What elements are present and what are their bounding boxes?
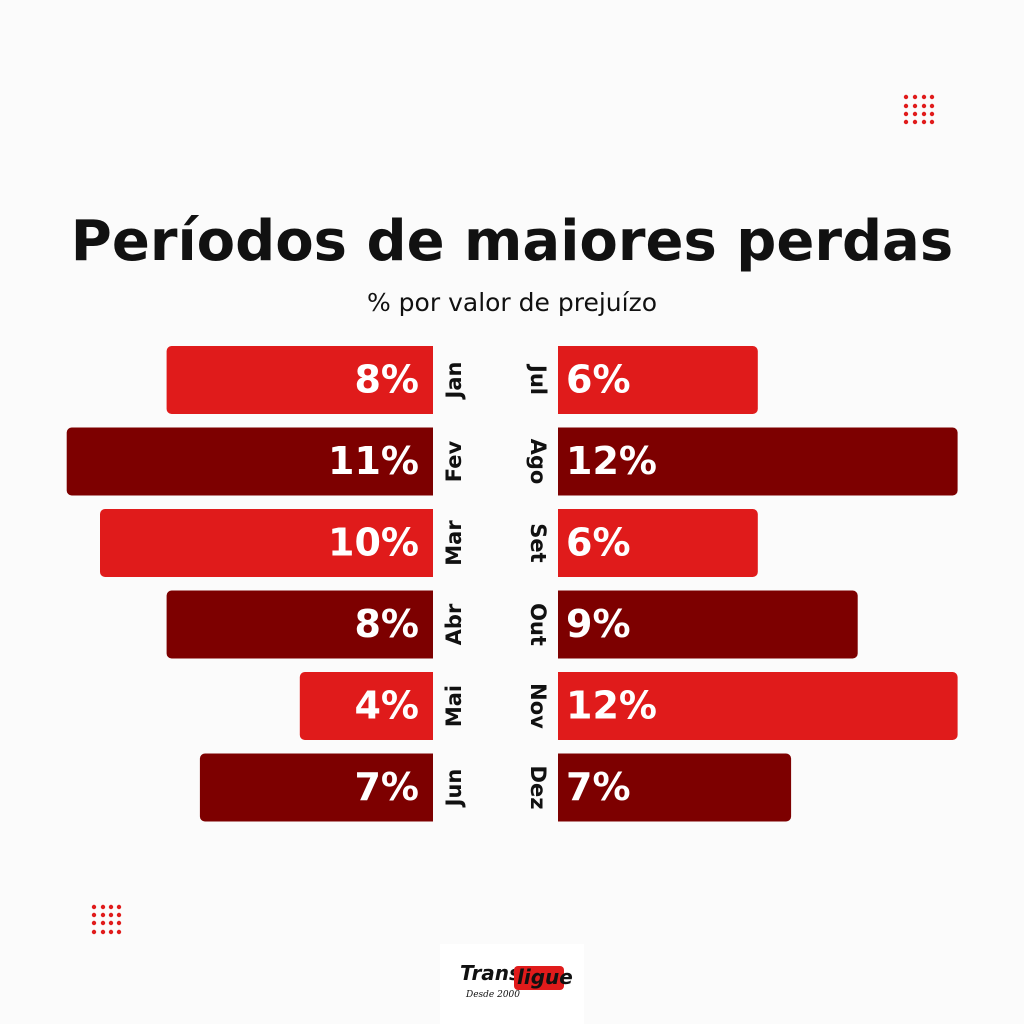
value-label: 6% bbox=[566, 358, 631, 402]
bar bbox=[199, 753, 433, 822]
logo-tagline: Desde 2000 bbox=[465, 990, 520, 1000]
dots-top bbox=[903, 94, 935, 125]
value-label: 8% bbox=[354, 358, 419, 402]
bar-edge bbox=[558, 590, 566, 659]
value-label: 8% bbox=[354, 602, 419, 646]
bar-edge bbox=[558, 346, 566, 414]
dots-bottom bbox=[91, 904, 122, 935]
bar bbox=[558, 509, 758, 577]
month-label: Ago bbox=[526, 439, 550, 485]
month-label: Abr bbox=[442, 603, 466, 645]
month-label: Jun bbox=[442, 769, 466, 809]
value-label: 10% bbox=[328, 521, 419, 565]
month-label: Dez bbox=[526, 766, 550, 810]
month-label: Jan bbox=[442, 362, 466, 401]
value-label: 11% bbox=[328, 439, 419, 483]
bar bbox=[558, 672, 958, 740]
month-label: Mai bbox=[442, 685, 466, 727]
logo-text-a: Trans bbox=[460, 961, 521, 985]
value-label: 9% bbox=[566, 602, 631, 646]
logo-badge bbox=[514, 966, 564, 990]
bar-edge bbox=[425, 427, 433, 496]
month-label: Fev bbox=[442, 440, 466, 482]
logo-text-b: ligue bbox=[517, 965, 573, 989]
chart-subtitle: % por valor de prejuízo bbox=[367, 288, 657, 317]
month-label: Jul bbox=[526, 363, 550, 395]
bar bbox=[66, 427, 433, 496]
bar-edge bbox=[558, 672, 566, 740]
value-label: 12% bbox=[566, 684, 657, 728]
bar bbox=[558, 427, 958, 496]
month-label: Nov bbox=[526, 683, 550, 729]
bar-edge bbox=[425, 590, 433, 659]
bar bbox=[558, 590, 858, 659]
bar-edge bbox=[425, 346, 433, 414]
bar bbox=[166, 346, 433, 414]
bar-edge bbox=[425, 753, 433, 822]
month-label: Mar bbox=[442, 520, 466, 566]
bar-edge bbox=[425, 509, 433, 577]
bar bbox=[166, 590, 433, 659]
bar bbox=[558, 346, 758, 414]
chart-title: Períodos de maiores perdas bbox=[71, 209, 953, 274]
bar-edge bbox=[558, 753, 566, 822]
bar bbox=[558, 753, 792, 822]
value-label: 6% bbox=[566, 521, 631, 565]
bar-edge bbox=[558, 509, 566, 577]
logo: Trans ligue Desde 2000 bbox=[440, 944, 584, 1024]
value-label: 7% bbox=[566, 765, 631, 809]
month-label: Set bbox=[526, 523, 550, 562]
bar-edge bbox=[425, 672, 433, 740]
value-label: 12% bbox=[566, 439, 657, 483]
value-label: 7% bbox=[354, 765, 419, 809]
bar-edge bbox=[558, 427, 566, 496]
value-label: 4% bbox=[354, 684, 419, 728]
bar bbox=[100, 509, 433, 577]
month-label: Out bbox=[526, 603, 550, 646]
bar bbox=[299, 672, 433, 740]
